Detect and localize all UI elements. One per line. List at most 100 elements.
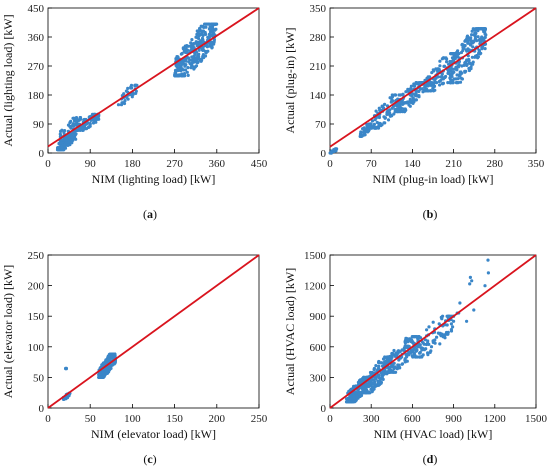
data-point [391, 99, 395, 103]
data-point [72, 124, 76, 128]
data-point [473, 31, 477, 36]
data-point [348, 400, 352, 404]
data-point [201, 53, 205, 57]
data-point [456, 49, 460, 53]
data-point [476, 35, 480, 39]
x-tick-label: 100 [124, 413, 141, 425]
data-point [404, 101, 408, 105]
data-point [463, 69, 467, 73]
data-point [184, 63, 188, 67]
data-point [446, 71, 450, 75]
data-point [392, 348, 396, 353]
data-point [425, 328, 429, 332]
data-point [411, 354, 415, 358]
data-point [65, 138, 69, 142]
data-point [405, 359, 409, 363]
data-point [422, 89, 426, 93]
data-point [452, 319, 456, 323]
x-tick-label: 270 [166, 158, 183, 170]
data-point [116, 103, 121, 107]
data-point [387, 370, 391, 374]
data-point [435, 335, 439, 339]
data-point [351, 400, 355, 404]
y-axis-title: Actual (lighting load) [kW] [1, 14, 15, 146]
data-point [200, 58, 204, 62]
data-point [431, 82, 436, 86]
data-point [431, 320, 435, 324]
data-point [66, 123, 71, 127]
data-point [406, 344, 410, 348]
y-tick-label: 0 [321, 403, 327, 415]
data-point [390, 93, 394, 97]
data-point [444, 74, 448, 79]
data-point [198, 26, 202, 31]
x-tick-label: 180 [124, 158, 141, 170]
data-point [447, 67, 451, 71]
y-tick-label: 360 [28, 32, 45, 44]
data-point [63, 142, 67, 147]
data-point [201, 48, 205, 52]
data-point [470, 33, 474, 37]
data-point [377, 364, 381, 368]
data-point [85, 122, 89, 126]
data-point [382, 106, 386, 110]
data-point [446, 330, 450, 334]
data-point [385, 356, 390, 360]
data-point [174, 63, 178, 68]
data-point [329, 151, 333, 155]
data-point [74, 137, 78, 141]
data-point [470, 29, 474, 33]
data-point [370, 390, 374, 394]
data-point [362, 127, 366, 131]
data-point [175, 55, 179, 59]
data-point [460, 42, 464, 47]
data-point [389, 113, 393, 117]
data-point [210, 46, 214, 50]
data-point [208, 35, 212, 39]
data-point [411, 335, 415, 339]
data-point [393, 110, 397, 114]
data-point [113, 352, 117, 356]
points-group [61, 352, 118, 401]
data-point [473, 37, 477, 41]
data-point [363, 133, 367, 137]
data-point [444, 56, 448, 60]
data-point [201, 38, 205, 42]
data-point [363, 391, 367, 395]
data-point [439, 75, 443, 79]
data-point [112, 355, 116, 359]
data-point [388, 108, 392, 112]
data-point [365, 376, 369, 380]
data-point [105, 368, 109, 372]
data-point [409, 339, 413, 344]
data-point [104, 358, 108, 362]
data-point [376, 126, 381, 130]
data-point [409, 84, 413, 88]
x-tick-label: 900 [445, 413, 462, 425]
data-point [465, 62, 469, 66]
x-tick-label: 150 [166, 413, 183, 425]
data-point [471, 45, 475, 49]
data-point [424, 342, 429, 347]
data-point [365, 124, 369, 128]
data-point [370, 370, 374, 375]
data-point [445, 60, 449, 64]
data-point [104, 371, 109, 375]
data-point [453, 57, 457, 61]
data-point [59, 148, 63, 152]
data-point [460, 77, 464, 81]
y-tick-label: 150 [28, 311, 45, 323]
data-point [456, 77, 460, 81]
data-point [194, 40, 198, 44]
data-point [465, 58, 469, 62]
data-point [462, 63, 466, 67]
data-point [422, 348, 426, 352]
data-point [190, 58, 194, 62]
data-point [193, 52, 197, 57]
points-group [55, 22, 219, 152]
data-point [212, 41, 216, 45]
y-tick-label: 100 [28, 342, 45, 354]
data-point [370, 379, 374, 383]
data-point [120, 101, 124, 105]
data-point [445, 323, 449, 327]
